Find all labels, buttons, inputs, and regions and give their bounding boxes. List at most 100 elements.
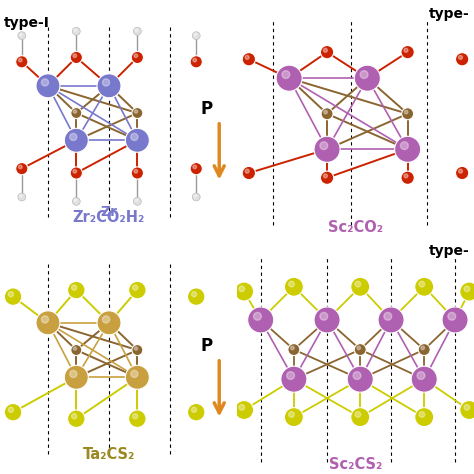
- Circle shape: [404, 110, 408, 114]
- Circle shape: [194, 33, 196, 36]
- Circle shape: [411, 366, 437, 392]
- Circle shape: [134, 170, 137, 173]
- Circle shape: [353, 372, 361, 380]
- Circle shape: [102, 79, 109, 86]
- Circle shape: [351, 408, 370, 427]
- Circle shape: [132, 345, 143, 356]
- Circle shape: [245, 55, 249, 59]
- Circle shape: [18, 58, 22, 62]
- Circle shape: [324, 110, 328, 114]
- Text: type-: type-: [428, 244, 469, 258]
- Circle shape: [190, 163, 202, 175]
- Circle shape: [134, 110, 137, 113]
- Text: Zr₂CO₂H₂: Zr₂CO₂H₂: [73, 210, 145, 225]
- Circle shape: [458, 169, 463, 173]
- Circle shape: [8, 292, 14, 297]
- Circle shape: [73, 110, 77, 113]
- Text: Ta₂CS₂: Ta₂CS₂: [83, 447, 135, 462]
- Circle shape: [74, 29, 76, 31]
- Circle shape: [97, 311, 121, 335]
- Circle shape: [134, 27, 141, 35]
- Circle shape: [8, 407, 14, 412]
- Circle shape: [419, 411, 425, 417]
- Circle shape: [71, 345, 82, 356]
- Circle shape: [131, 370, 138, 378]
- Text: Zr: Zr: [100, 205, 118, 219]
- Circle shape: [18, 193, 26, 201]
- Circle shape: [360, 71, 368, 79]
- Circle shape: [456, 166, 469, 180]
- Circle shape: [464, 404, 470, 410]
- Circle shape: [133, 414, 138, 419]
- Circle shape: [19, 195, 22, 197]
- Circle shape: [394, 137, 421, 163]
- Circle shape: [72, 414, 77, 419]
- Circle shape: [190, 56, 202, 68]
- Circle shape: [448, 312, 456, 320]
- Circle shape: [64, 128, 88, 152]
- Circle shape: [132, 108, 143, 118]
- Circle shape: [320, 171, 334, 184]
- Circle shape: [134, 198, 141, 205]
- Circle shape: [404, 174, 408, 178]
- Circle shape: [41, 79, 48, 86]
- Circle shape: [19, 33, 22, 36]
- Circle shape: [421, 346, 425, 350]
- Circle shape: [351, 277, 370, 296]
- Circle shape: [347, 366, 374, 392]
- Text: P: P: [200, 100, 212, 118]
- Circle shape: [456, 53, 469, 66]
- Circle shape: [128, 410, 146, 428]
- Circle shape: [73, 347, 77, 350]
- Circle shape: [72, 285, 77, 290]
- Circle shape: [235, 401, 254, 419]
- Circle shape: [36, 311, 60, 335]
- Circle shape: [281, 366, 307, 392]
- Circle shape: [401, 108, 414, 120]
- Circle shape: [460, 282, 474, 301]
- Circle shape: [418, 344, 430, 356]
- Circle shape: [401, 171, 414, 184]
- Circle shape: [247, 307, 274, 333]
- Circle shape: [282, 71, 290, 79]
- Circle shape: [314, 307, 340, 333]
- Circle shape: [239, 286, 245, 292]
- Circle shape: [193, 58, 197, 62]
- Circle shape: [134, 54, 137, 57]
- Circle shape: [41, 316, 48, 323]
- Circle shape: [417, 372, 425, 380]
- Circle shape: [97, 74, 121, 98]
- Circle shape: [192, 32, 200, 39]
- Circle shape: [284, 408, 303, 427]
- Circle shape: [287, 372, 294, 380]
- Circle shape: [355, 281, 361, 287]
- Circle shape: [131, 167, 144, 179]
- Circle shape: [68, 282, 85, 299]
- Circle shape: [73, 170, 77, 173]
- Circle shape: [133, 285, 138, 290]
- Circle shape: [194, 195, 196, 197]
- Circle shape: [404, 48, 408, 52]
- Circle shape: [321, 108, 333, 120]
- Circle shape: [188, 403, 205, 421]
- Circle shape: [191, 407, 197, 412]
- Circle shape: [242, 166, 255, 180]
- Circle shape: [71, 108, 82, 118]
- Text: type-I: type-I: [4, 16, 50, 30]
- Circle shape: [191, 292, 197, 297]
- Circle shape: [18, 32, 26, 39]
- Circle shape: [70, 133, 77, 141]
- Circle shape: [16, 163, 28, 175]
- Circle shape: [415, 277, 434, 296]
- Circle shape: [36, 74, 60, 98]
- Circle shape: [254, 312, 261, 320]
- Circle shape: [354, 65, 380, 91]
- Circle shape: [73, 27, 80, 35]
- Circle shape: [134, 347, 137, 350]
- Circle shape: [320, 142, 328, 150]
- Circle shape: [415, 408, 434, 427]
- Circle shape: [70, 370, 77, 378]
- Circle shape: [276, 65, 302, 91]
- Circle shape: [73, 198, 80, 205]
- Circle shape: [401, 46, 414, 59]
